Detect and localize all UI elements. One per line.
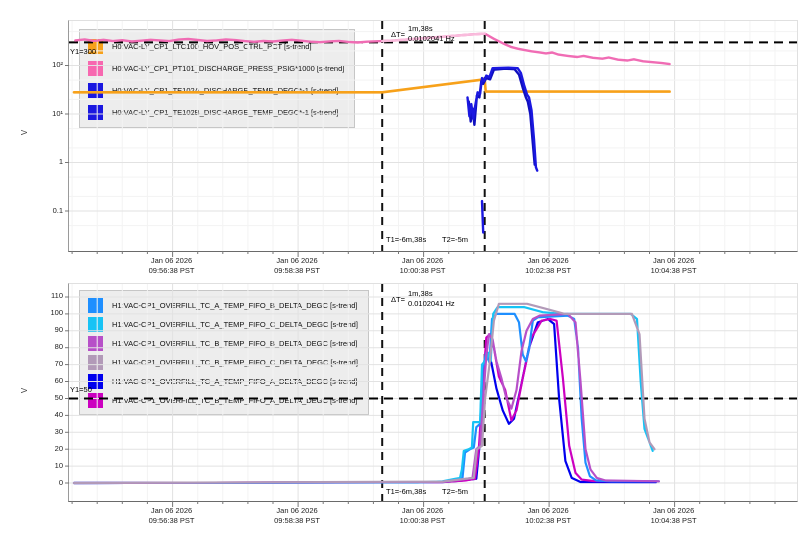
y-tick-label: 70 (54, 359, 63, 369)
delta-t-value: 1m,38s (407, 24, 433, 33)
legend-label: H0:VAC-LY_CP1_LTC100_HOV_POS_CTRL_PCT [s… (112, 41, 312, 51)
y-tick-label: 30 (54, 426, 63, 436)
y-tick-label: 80 (54, 342, 63, 352)
y-tick-label: 10¹ (52, 108, 63, 118)
delta-t-frequency: 0.0102041 Hz (407, 299, 455, 308)
legend-label: H0:VAC-LY_CP1_TE102A_DISCHARGE_TEMP_DEGC… (112, 85, 339, 95)
trace-h0-vac-ly-cp1-te102b-discharge-temp-degc-1 (467, 67, 536, 166)
bottom-cursor-t2-label: T2=-5m (442, 487, 469, 496)
legend-label: H1:VAC-CP1_OVERFILL_TC_B_TEMP_FIFO_C_DEL… (112, 358, 358, 367)
y-tick-label: 40 (54, 409, 63, 419)
legend-item[interactable]: H0:VAC-LY_CP1_TE102A_DISCHARGE_TEMP_DEGC… (88, 79, 344, 101)
y-tick-label: 90 (54, 325, 63, 335)
x-tick-label: Jan 06 2026 09:56:38 PST (148, 256, 195, 275)
legend-swatch-icon (88, 317, 103, 332)
legend-label: H0:VAC-LY_CP1_TE102B_DISCHARGE_TEMP_DEGC… (112, 107, 339, 117)
bottom-y-axis-title: V (20, 387, 30, 394)
top-cursor-t1-label: T1=-6m,38s (386, 235, 427, 244)
x-tick-label: Jan 06 2026 10:02:38 PST (525, 506, 572, 525)
top-plot-area[interactable]: H0:VAC-LY_CP1_LTC100_HOV_POS_CTRL_PCT [s… (65, 20, 798, 257)
y-tick-label: 50 (54, 392, 63, 402)
top-cursor-t2-label: T2=-5m (442, 235, 469, 244)
top-y-axis-title: V (20, 129, 30, 136)
y-tick-label: 110 (51, 291, 63, 301)
legend-label: H1:VAC-CP1_OVERFILL_TC_A_TEMP_FIFO_B_DEL… (112, 301, 358, 310)
trace-h1-vac-cp1-overfill-tc-b-temp-fifo-c-delta-degc (72, 302, 656, 485)
legend-swatch-icon (88, 82, 103, 98)
legend-item[interactable]: H1:VAC-CP1_OVERFILL_TC_A_TEMP_FIFO_C_DEL… (88, 315, 358, 334)
legend-swatch-icon (88, 104, 103, 120)
trace-h0-vac-ly-cp1-te102a-low-spike (480, 199, 485, 234)
x-tick-label: Jan 06 2026 10:02:38 PST (525, 256, 572, 275)
legend-swatch-icon (88, 298, 103, 313)
trace-h0-vac-ly-cp1-ltc100-hov-pos-ctrl-pct (72, 77, 671, 94)
bottom-plot-area[interactable]: H1:VAC-CP1_OVERFILL_TC_A_TEMP_FIFO_B_DEL… (65, 283, 798, 507)
legend-item[interactable]: H1:VAC-CP1_OVERFILL_TC_A_TEMP_FIFO_B_DEL… (88, 296, 358, 315)
y-tick-label: 0.1 (52, 205, 63, 215)
y-tick-label: 10 (54, 460, 63, 470)
top-y1-marker-label: Y1=300 (70, 47, 97, 56)
legend-item[interactable]: H1:VAC-CP1_OVERFILL_TC_B_TEMP_FIFO_A_DEL… (88, 391, 358, 410)
trace-h1-vac-cp1-overfill-tc-b-temp-fifo-a-delta-degc (72, 317, 659, 485)
top-chart-canvas (65, 21, 797, 257)
legend-swatch-icon (88, 355, 103, 370)
y-tick-label: 60 (54, 376, 63, 386)
legend-label: H1:VAC-CP1_OVERFILL_TC_B_TEMP_FIFO_B_DEL… (112, 339, 358, 348)
x-tick-label: Jan 06 2026 09:58:38 PST (274, 256, 320, 275)
legend-swatch-icon (88, 393, 103, 408)
legend-item[interactable]: H0:VAC-LY_CP1_PT101_DISCHARGE_PRESS_PSIG… (88, 57, 344, 79)
y-tick-label: 0 (58, 477, 63, 487)
x-tick-label: Jan 06 2026 10:04:38 PST (650, 256, 697, 275)
legend-label: H1:VAC-CP1_OVERFILL_TC_A_TEMP_FIFO_C_DEL… (112, 320, 358, 329)
legend-item[interactable]: H0:VAC-LY_CP1_TE102B_DISCHARGE_TEMP_DEGC… (88, 101, 344, 123)
trace-h0-vac-ly-cp1-pt101-discharge-press-psig-1000 (74, 32, 671, 66)
legend-label: H0:VAC-LY_CP1_PT101_DISCHARGE_PRESS_PSIG… (112, 63, 345, 73)
delta-t-value: 1m,38s (407, 289, 433, 298)
trace-h1-vac-cp1-overfill-tc-a-temp-fifo-c-delta-degc (72, 306, 654, 485)
delta-t-frequency: 0.0102041 Hz (407, 34, 455, 43)
trace-h1-vac-cp1-overfill-tc-a-temp-fifo-b-delta-degc (72, 312, 661, 485)
legend-item[interactable]: H1:VAC-CP1_OVERFILL_TC_B_TEMP_FIFO_C_DEL… (88, 353, 358, 372)
top-delta-t-annotation: ΔT= 1m,38s 0.0102041 Hz (391, 24, 455, 44)
bottom-y1-marker-label: Y1=50 (70, 385, 92, 394)
legend-label: H1:VAC-CP1_OVERFILL_TC_B_TEMP_FIFO_A_DEL… (112, 396, 358, 405)
bottom-delta-t-annotation: ΔT= 1m,38s 0.0102041 Hz (391, 289, 455, 309)
top-legend: H0:VAC-LY_CP1_LTC100_HOV_POS_CTRL_PCT [s… (79, 29, 356, 128)
trace-h1-vac-cp1-overfill-tc-a-temp-fifo-a-delta-degc (72, 317, 657, 485)
bottom-cursor-t1-label: T1=-6m,38s (386, 487, 427, 496)
x-tick-label: Jan 06 2026 09:58:38 PST (274, 506, 320, 525)
y-tick-label: 100 (50, 308, 63, 318)
y-tick-label: 1 (58, 157, 63, 166)
x-tick-label: Jan 06 2026 10:00:38 PST (399, 506, 446, 525)
delta-t-prefix: ΔT= (391, 294, 405, 304)
delta-t-prefix: ΔT= (391, 29, 405, 39)
trace-pt101-cursor-highlight-segment (381, 32, 486, 43)
x-tick-label: Jan 06 2026 10:04:38 PST (650, 506, 697, 525)
y-tick-label: 10² (52, 60, 63, 69)
y-tick-label: 20 (54, 443, 63, 453)
bottom-chart-canvas (65, 284, 797, 507)
x-tick-label: Jan 06 2026 09:56:38 PST (148, 506, 195, 525)
x-tick-label: Jan 06 2026 10:00:38 PST (399, 256, 446, 275)
legend-swatch-icon (88, 60, 103, 76)
trace-h0-vac-ly-cp1-te102a-discharge-temp-degc-1 (466, 66, 539, 172)
